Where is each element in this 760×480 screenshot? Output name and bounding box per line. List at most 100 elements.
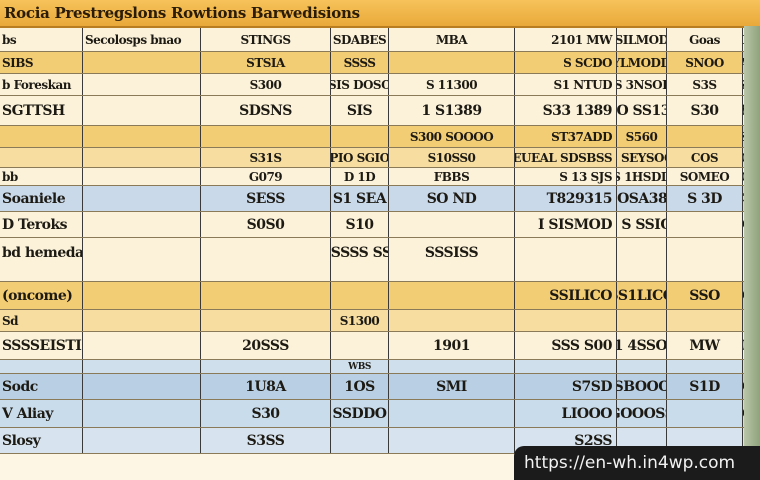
table-cell: MBA <box>388 28 514 51</box>
table-cell: Secolosps bnao <box>82 28 200 51</box>
cell-text: V Aliay <box>2 406 53 422</box>
table-cell: S SCDO <box>514 52 616 73</box>
cell-text: SEOSA3800 <box>617 191 666 207</box>
cell-text: S10 <box>345 217 374 233</box>
cell-text: 2101 MW <box>551 33 612 47</box>
cell-text: CYLMODDD <box>617 56 666 70</box>
table-cell: S10 <box>330 212 388 237</box>
table-cell <box>82 332 200 359</box>
cell-text: Secolosps bnao <box>85 33 182 47</box>
table-cell: SSILICO <box>514 282 616 309</box>
table-cell <box>330 428 388 453</box>
table-cell: GVSBOOODS <box>616 374 666 399</box>
cell-text: Sodc <box>2 379 38 395</box>
table-cell <box>82 186 200 211</box>
cell-text: SIBS <box>2 56 34 70</box>
cell-text: SOMEO <box>679 170 730 184</box>
table-cell <box>330 332 388 359</box>
cell-text: 1 S 3NSOEO <box>617 78 666 92</box>
table-cell: S30 <box>200 400 330 427</box>
table-row: V AliayS30SSDDOLIOOOGOOOSSSSSGOO <box>0 400 760 428</box>
cell-text: S SCDO <box>563 56 612 70</box>
cell-text: SDABES <box>332 33 387 47</box>
table-cell <box>514 310 616 331</box>
cell-text: I S SSIO <box>617 217 666 233</box>
table-cell <box>388 310 514 331</box>
cell-text: SMI <box>436 379 467 395</box>
cell-text: S300 SOOOO <box>409 130 494 144</box>
table-cell <box>388 52 514 73</box>
table-cell: T829315 <box>514 186 616 211</box>
cell-text: WBS <box>348 361 371 372</box>
table-cell <box>0 148 82 167</box>
table-cell: bd hemeday Ttobe <box>0 238 82 281</box>
cell-text: S7SD <box>571 379 613 395</box>
cell-text: MBA <box>435 33 468 47</box>
cell-text: S300 <box>249 78 282 92</box>
table-cell: S560 <box>616 126 666 147</box>
table-cell <box>200 360 330 373</box>
table-cell: WBS <box>330 360 388 373</box>
table-cell <box>388 282 514 309</box>
cell-text: S30 <box>251 406 280 422</box>
cell-text: S10SS0 <box>427 151 476 165</box>
table-cell: bb <box>0 168 82 185</box>
cell-text: STINGS <box>240 33 291 47</box>
table-cell: SNO SS1318 <box>616 96 666 125</box>
table-cell: SSSS <box>330 52 388 73</box>
cell-text: SSSS <box>343 56 376 70</box>
cell-text: PIO SGIO <box>330 151 388 165</box>
table-cell: STINGS <box>200 28 330 51</box>
table-cell <box>666 238 742 281</box>
cell-text: SIS DOSO <box>330 78 388 92</box>
table-cell: SNOO <box>666 52 742 73</box>
cell-text: S1D <box>689 379 720 395</box>
table-cell <box>82 374 200 399</box>
table-cell: S300 SOOOO <box>388 126 514 147</box>
table-cell: Soaniele <box>0 186 82 211</box>
table-cell: SIS DOSO <box>330 74 388 95</box>
cell-text: S3S <box>692 78 717 92</box>
cell-text: D 1D <box>343 170 376 184</box>
table-cell: SIS <box>330 96 388 125</box>
table-cell <box>82 52 200 73</box>
table-cell <box>666 126 742 147</box>
table-row: S300 SOOOOST37ADDS560CISLLISS <box>0 126 760 148</box>
table-cell: S7SD <box>514 374 616 399</box>
cell-text: Soaniele <box>2 191 66 207</box>
table-cell: S1 NTUD <box>514 74 616 95</box>
table-cell: SDSNS <box>200 96 330 125</box>
table-cell: Goas <box>666 28 742 51</box>
cell-text: 83SISSSS SSYOS <box>330 245 388 261</box>
table-row: S31S PIO SGIO S10SS0 EUEAL SDSBSS S SEYSOO CO… <box>0 148 760 168</box>
table-cell: 1U8A <box>200 374 330 399</box>
cell-text: bd hemeday Ttobe <box>2 245 82 261</box>
cell-text: S30 <box>690 103 719 119</box>
cell-text: S2SS <box>574 433 612 449</box>
table-cell: SILMOD <box>616 28 666 51</box>
table-cell <box>388 400 514 427</box>
table-cell <box>666 400 742 427</box>
cell-text: COS <box>690 151 719 165</box>
table-row: (oncome)SSILICOSS1LICOSSOSSSILTOO <box>0 282 760 310</box>
banner: Rocia Prestregslons Rowtions Barwedision… <box>0 0 760 28</box>
table-cell: S 13 SJS <box>514 168 616 185</box>
table-cell: S0S0 <box>200 212 330 237</box>
cell-text: STSIA <box>246 56 285 70</box>
cell-text: SIS <box>346 103 373 119</box>
table-cell: LIOOO <box>514 400 616 427</box>
table-cell: bs <box>0 28 82 51</box>
table-cell: ST37ADD <box>514 126 616 147</box>
table-cell <box>200 238 330 281</box>
table-cell: GOOOSS <box>616 400 666 427</box>
table-cell <box>82 126 200 147</box>
cell-text: S 11300 <box>425 78 478 92</box>
cell-text: FBBS <box>433 170 470 184</box>
cell-text: SILMOD <box>616 33 666 47</box>
table-cell <box>388 212 514 237</box>
cell-text: S SEYSOO <box>617 151 666 165</box>
table-cell <box>616 360 666 373</box>
table-cell: V Aliay <box>0 400 82 427</box>
cell-text: T829315 <box>546 191 613 207</box>
table-cell <box>0 360 82 373</box>
